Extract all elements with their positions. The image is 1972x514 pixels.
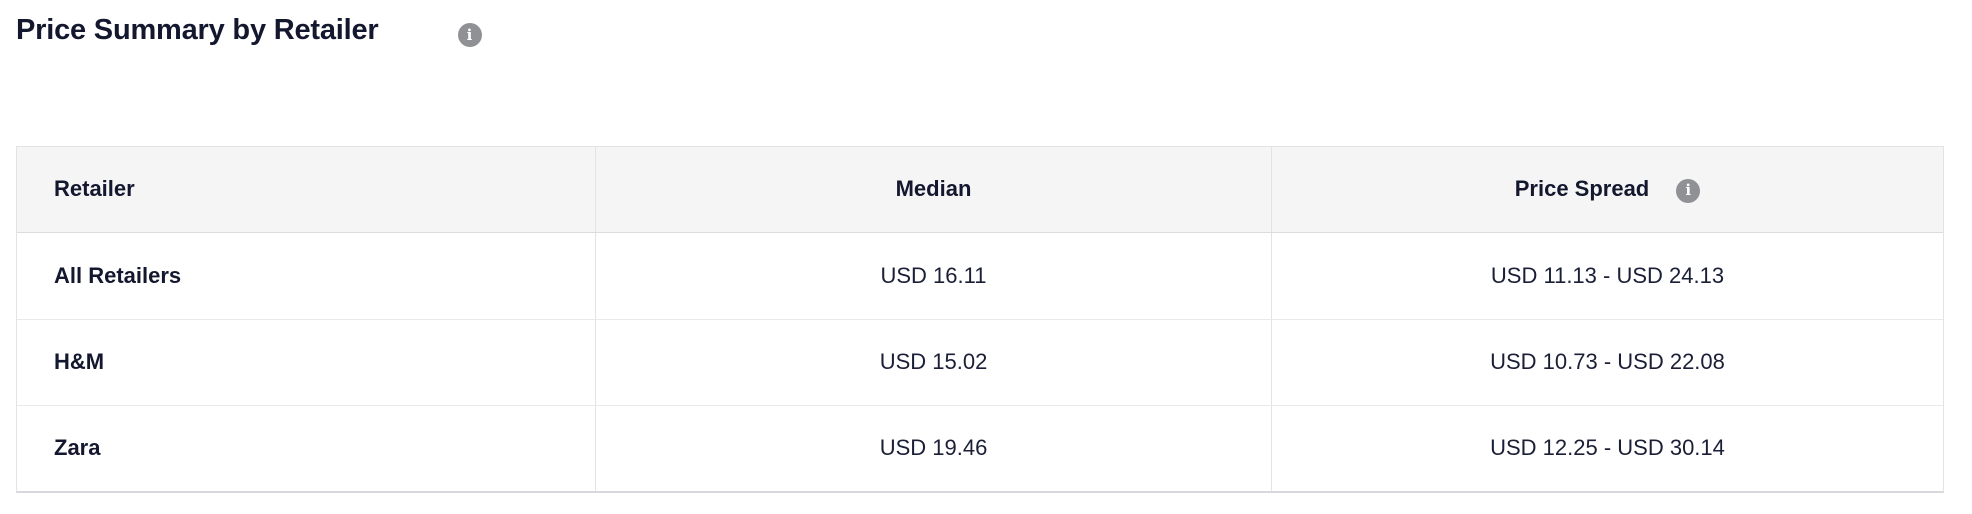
info-icon-glyph: i	[1685, 181, 1692, 199]
table-row: Zara USD 19.46 USD 12.25 - USD 30.14	[17, 405, 1943, 491]
cell-price-spread: USD 12.25 - USD 30.14	[1271, 406, 1943, 491]
header-cell-median: Median	[595, 147, 1271, 232]
info-icon-glyph: i	[466, 25, 473, 44]
cell-median: USD 16.11	[595, 233, 1271, 319]
page-title: Price Summary by Retailer	[16, 14, 379, 46]
header-cell-price-spread: Price Spread i	[1271, 147, 1943, 232]
cell-median: USD 19.46	[595, 406, 1271, 491]
price-spread-value: USD 12.25 - USD 30.14	[1490, 435, 1725, 461]
page: Price Summary by Retailer i Retailer Med…	[16, 14, 1956, 493]
cell-retailer: H&M	[17, 320, 595, 405]
price-spread-value: USD 11.13 - USD 24.13	[1490, 262, 1725, 288]
price-spread-value: USD 10.73 - USD 22.08	[1490, 349, 1725, 375]
retailer-name: H&M	[54, 349, 105, 375]
header-label-price-spread: Price Spread	[1514, 176, 1650, 202]
cell-median: USD 15.02	[595, 320, 1271, 405]
header-label-retailer: Retailer	[54, 176, 135, 202]
retailer-name: All Retailers	[54, 262, 182, 288]
table-header-row: Retailer Median Price Spread i	[17, 147, 1943, 233]
table-row: H&M USD 15.02 USD 10.73 - USD 22.08	[17, 319, 1943, 405]
title-row: Price Summary by Retailer i	[16, 14, 1956, 47]
cell-retailer: Zara	[17, 406, 595, 491]
header-cell-retailer: Retailer	[17, 147, 595, 232]
median-value: USD 19.46	[879, 435, 988, 461]
price-summary-table: Retailer Median Price Spread i All Retai…	[16, 146, 1944, 493]
table-row: All Retailers USD 16.11 USD 11.13 - USD …	[17, 233, 1943, 319]
median-value: USD 16.11	[880, 262, 987, 288]
cell-price-spread: USD 10.73 - USD 22.08	[1271, 320, 1943, 405]
median-value: USD 15.02	[879, 349, 988, 375]
title-info-icon[interactable]: i	[457, 23, 482, 47]
price-spread-info-icon[interactable]: i	[1676, 178, 1701, 203]
header-label-median: Median	[895, 176, 972, 202]
cell-price-spread: USD 11.13 - USD 24.13	[1271, 233, 1943, 319]
retailer-name: Zara	[54, 435, 101, 461]
cell-retailer: All Retailers	[17, 233, 595, 319]
